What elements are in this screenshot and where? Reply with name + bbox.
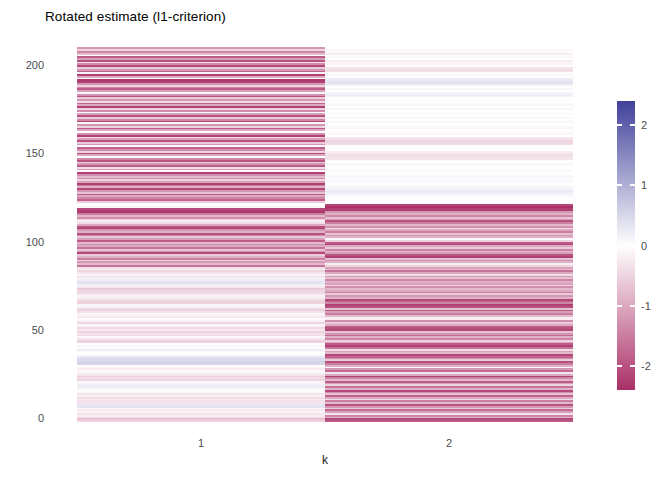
colorbar-tick [630,365,635,367]
x-axis-title: k [322,453,328,467]
colorbar-tick-label: 1 [641,179,647,191]
chart-figure: Rotated estimate (l1-criterion) k 0 50 100… [0,0,672,480]
colorbar-tick [630,184,635,186]
colorbar-tick [617,245,622,247]
y-tick-label: 50 [8,324,44,336]
colorbar-tick [617,365,622,367]
x-tick-label: 1 [198,437,204,449]
heatmap-panel [77,47,573,422]
y-tick-label: 100 [8,236,44,248]
colorbar-tick-label: -1 [641,300,651,312]
colorbar-tick [617,124,622,126]
colorbar-tick [617,184,622,186]
colorbar-tick [630,305,635,307]
y-tick-label: 150 [8,147,44,159]
colorbar-tick [617,305,622,307]
y-tick-label: 200 [8,59,44,71]
y-tick-label: 0 [8,412,44,424]
colorbar-tick [630,124,635,126]
colorbar-tick-label: -2 [641,360,651,372]
colorbar-tick [630,245,635,247]
heatmap-cell [325,47,573,49]
heatmap-cell [77,47,325,49]
colorbar-tick-label: 2 [641,119,647,131]
chart-title: Rotated estimate (l1-criterion) [45,9,226,24]
colorbar-tick-label: 0 [641,240,647,252]
x-tick-label: 2 [446,437,452,449]
